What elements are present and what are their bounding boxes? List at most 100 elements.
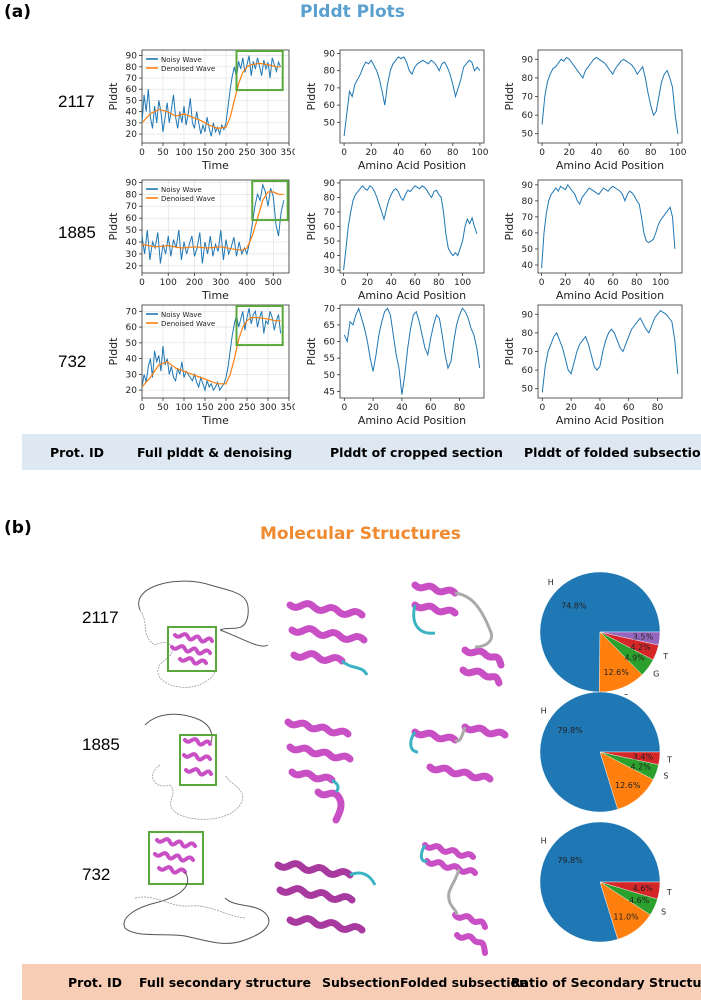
- y-tick-label: 30: [126, 370, 138, 380]
- y-tick-label: 50: [522, 245, 534, 255]
- full-structure-2117: [138, 580, 269, 688]
- footer-b-subsection: Subsection: [322, 974, 400, 990]
- plot-full-732: 0 50 100 150 200 250 300 350 20 30 40 50 60 70 Time Pld…: [107, 304, 295, 427]
- footer-b-prot-id: Prot. ID: [68, 974, 123, 990]
- x-tick-label: 300: [259, 148, 276, 158]
- pie-slice: [539, 691, 661, 813]
- plot-crop-732: 0 20 40 60 80 45 50 55 60 65 70 Amino Acid Position…: [305, 304, 485, 427]
- y-tick-label: 90: [324, 179, 336, 189]
- pie-slice: [599, 751, 661, 765]
- x-axis-label: Time: [201, 289, 229, 302]
- x-tick-label: 100: [669, 148, 686, 158]
- pie-category-label: T: [666, 888, 672, 897]
- plot-fold-1885: 0 20 40 60 80 100 40 50 60 70 80 90 Amino Acid Posit…: [503, 179, 683, 302]
- y-axis-label: Plddt: [305, 212, 318, 241]
- footer-a-folded: Plddt of folded subsection: [524, 444, 701, 460]
- y-tick-label: 90: [522, 55, 534, 65]
- y-axis-label: Plddt: [305, 337, 318, 366]
- pie-category-label: H: [548, 578, 554, 587]
- row-id-b-1885: 1885: [82, 735, 120, 754]
- x-tick-label: 350: [280, 148, 295, 158]
- x-tick-label: 40: [396, 403, 408, 413]
- y-tick-label: 70: [522, 93, 534, 103]
- pie-pct-label: 4.9%: [625, 654, 646, 663]
- x-tick-label: 200: [217, 148, 234, 158]
- y-tick-label: 20: [126, 386, 138, 396]
- plot-frame: [537, 304, 683, 399]
- series-denoised-wave: [141, 191, 284, 251]
- x-tick-label: 0: [539, 278, 545, 288]
- pie-pct-label: 4.6%: [629, 896, 650, 905]
- pie-pct-label: 4.6%: [633, 884, 654, 893]
- y-tick-label: 70: [324, 304, 336, 314]
- y-tick-label: 80: [126, 63, 138, 73]
- x-tick-label: 20: [367, 403, 379, 413]
- y-tick-label: 30: [126, 250, 138, 260]
- full-structure-732: [123, 831, 270, 944]
- y-tick-label: 80: [324, 193, 336, 203]
- x-tick-label: 40: [591, 148, 603, 158]
- footer-a-cropped: Plddt of cropped section: [330, 444, 503, 460]
- x-tick-label: 0: [139, 148, 145, 158]
- x-axis-label: Amino Acid Position: [556, 159, 664, 172]
- subsection-1885: [284, 718, 354, 824]
- x-tick-label: 40: [583, 278, 595, 288]
- x-tick-label: 0: [539, 148, 545, 158]
- y-axis-label: Plddt: [107, 82, 120, 111]
- x-tick-label: 300: [259, 403, 276, 413]
- x-tick-label: 300: [212, 278, 229, 288]
- x-tick-label: 80: [645, 148, 657, 158]
- pie-category-label: T: [662, 652, 668, 661]
- y-tick-label: 60: [522, 229, 534, 239]
- y-tick-label: 60: [126, 214, 138, 224]
- y-tick-label: 65: [324, 321, 335, 331]
- pie-slice: [599, 881, 661, 900]
- legend-entry: Denoised Wave: [161, 65, 215, 73]
- pie-category-label: H: [541, 707, 547, 716]
- y-tick-label: 50: [324, 118, 336, 128]
- highlight-box: [251, 180, 289, 222]
- y-tick-label: 80: [522, 74, 534, 84]
- y-tick-label: 70: [126, 74, 138, 84]
- series-line: [343, 185, 478, 271]
- pie-slice: [539, 571, 661, 693]
- y-tick-label: 80: [522, 197, 534, 207]
- plot-frame: [339, 304, 485, 399]
- series-line: [343, 306, 481, 395]
- legend-entry: Noisy Wave: [161, 186, 202, 194]
- y-tick-label: 90: [126, 178, 138, 188]
- x-tick-label: 20: [560, 278, 572, 288]
- footer-a-full: Full plddt & denoising: [137, 444, 293, 460]
- y-tick-label: 50: [126, 96, 138, 106]
- x-tick-label: 0: [139, 278, 145, 288]
- x-tick-label: 350: [280, 403, 295, 413]
- y-tick-label: 60: [522, 111, 534, 121]
- plot-frame: [141, 304, 290, 399]
- x-axis-label: Amino Acid Position: [556, 414, 664, 427]
- x-tick-label: 50: [157, 403, 169, 413]
- plot-frame: [537, 49, 683, 144]
- y-tick-label: 80: [522, 329, 534, 339]
- y-tick-label: 20: [126, 262, 138, 272]
- y-tick-label: 40: [126, 355, 138, 365]
- pie-category-label: S: [663, 772, 668, 781]
- x-axis-label: Amino Acid Position: [556, 289, 664, 302]
- legend-entry: Noisy Wave: [161, 311, 202, 319]
- x-tick-label: 150: [196, 403, 213, 413]
- row-id-b-2117: 2117: [82, 608, 119, 627]
- pie-pct-label: 4.2%: [630, 763, 651, 772]
- y-tick-label: 55: [324, 354, 335, 364]
- x-tick-label: 40: [594, 403, 606, 413]
- plot-frame: [339, 49, 485, 144]
- plot-frame: [141, 179, 290, 274]
- y-tick-label: 50: [522, 130, 534, 140]
- y-tick-label: 50: [324, 371, 336, 381]
- y-tick-label: 60: [324, 223, 336, 233]
- plot-frame: [141, 49, 290, 144]
- pie-category-label: H: [541, 837, 547, 846]
- x-axis-label: Amino Acid Position: [358, 159, 466, 172]
- x-tick-label: 20: [564, 148, 576, 158]
- y-axis-label: Plddt: [503, 82, 516, 111]
- panel-a-footer: Prot. ID Full plddt & denoising Plddt of…: [22, 434, 701, 470]
- y-axis-label: Plddt: [107, 337, 120, 366]
